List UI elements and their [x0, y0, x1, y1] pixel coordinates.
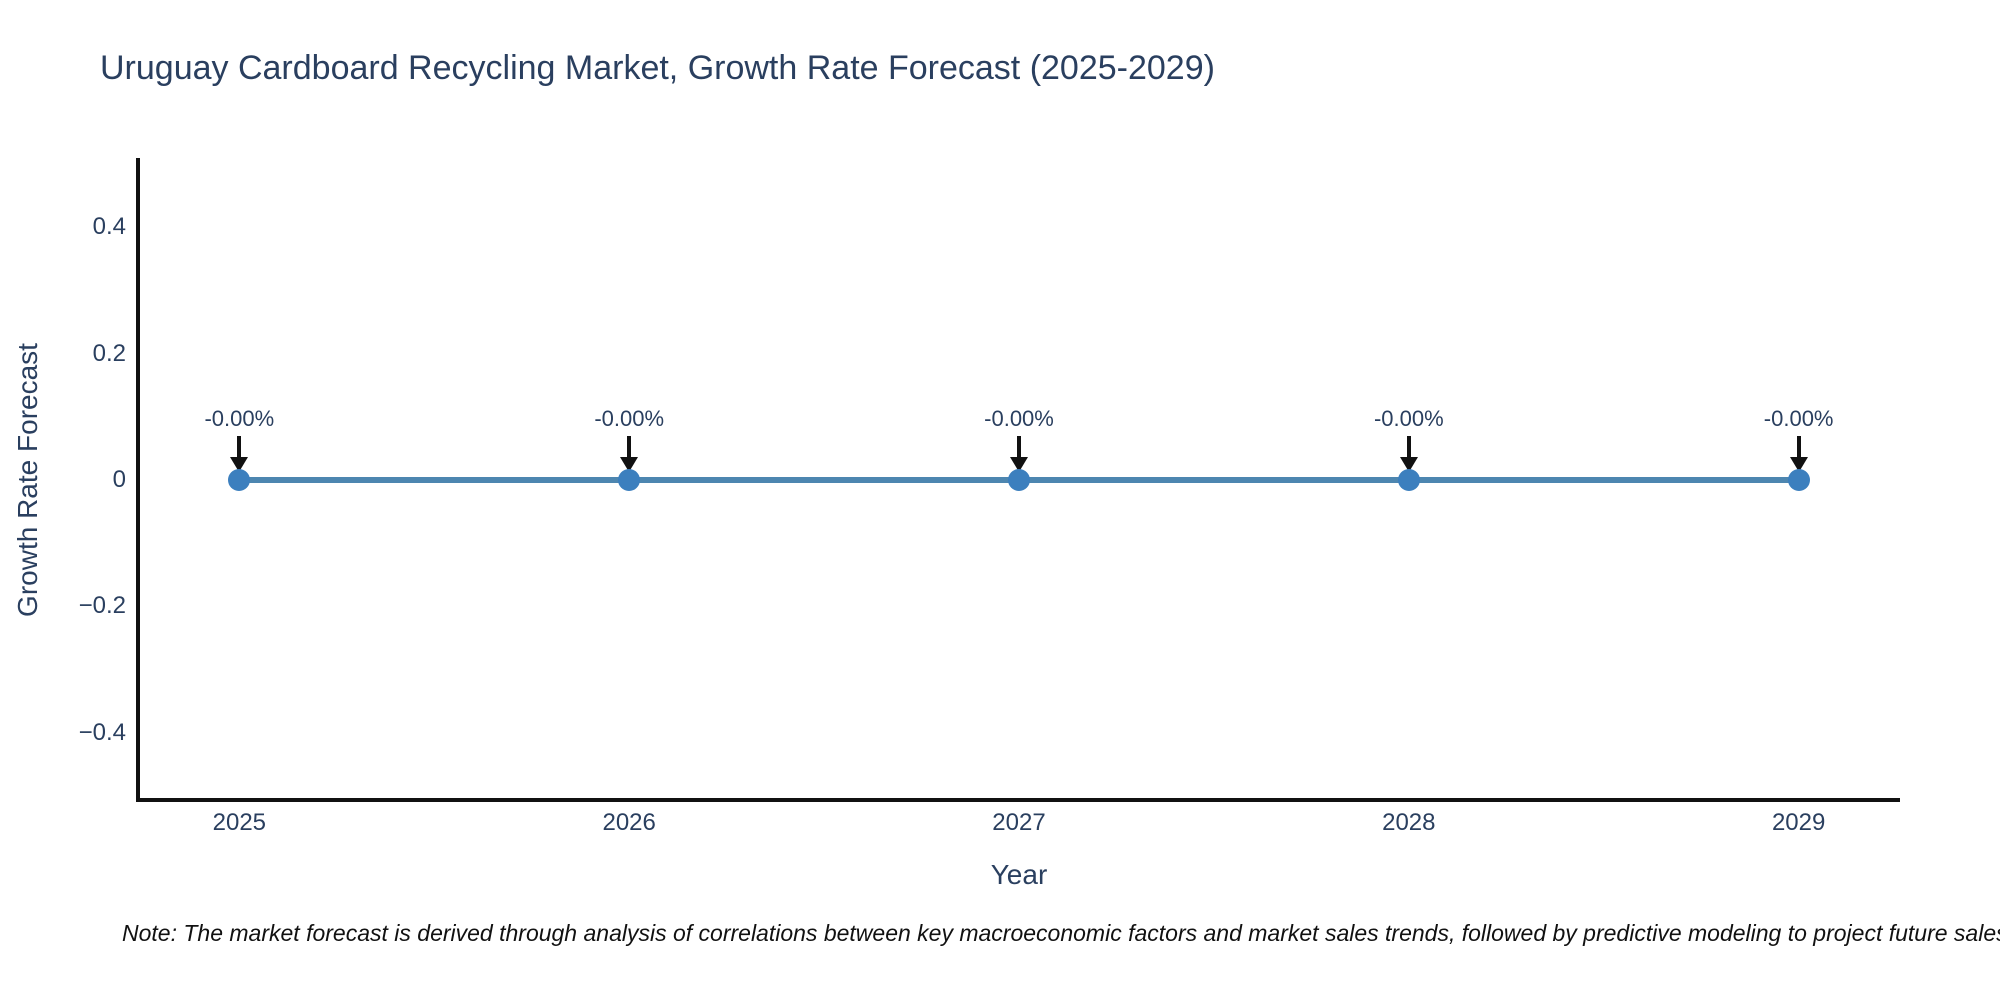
annotation-arrowhead-icon — [230, 457, 249, 472]
data-point-marker[interactable] — [1008, 469, 1030, 491]
annotation-arrow-stem — [1796, 436, 1801, 459]
x-axis-title: Year — [990, 859, 1048, 890]
x-tick-label: 2025 — [212, 809, 267, 836]
x-tick-label: 2027 — [992, 809, 1046, 836]
annotation-arrow-stem — [1406, 436, 1411, 459]
data-point-marker[interactable] — [618, 469, 641, 491]
annotation-arrowhead-icon — [1789, 457, 1808, 472]
annotation-arrowhead-icon — [1399, 457, 1418, 472]
footnote: Note: The market forecast is derived thr… — [122, 920, 2000, 946]
y-tick-label: 0 — [112, 466, 126, 493]
point-annotation-label: -0.00% — [984, 406, 1054, 431]
y-axis-line — [136, 158, 140, 802]
x-axis-line — [136, 798, 1900, 802]
y-tick-label: 0.2 — [92, 339, 126, 367]
data-point-marker[interactable] — [228, 469, 251, 491]
annotation-arrowhead-icon — [1010, 457, 1028, 472]
point-annotation-label: -0.00% — [1763, 406, 1834, 431]
point-annotation-label: -0.00% — [1373, 406, 1444, 431]
x-tick-label: 2029 — [1771, 809, 1826, 836]
y-tick-label: −0.2 — [78, 592, 126, 620]
annotation-arrow-stem — [1017, 436, 1021, 459]
annotation-arrow-stem — [237, 436, 242, 459]
x-tick-label: 2026 — [602, 809, 656, 836]
annotation-arrowhead-icon — [620, 457, 639, 472]
y-tick-label: 0.4 — [92, 213, 126, 241]
data-point-marker[interactable] — [1397, 469, 1420, 491]
annotation-arrow-stem — [627, 436, 632, 459]
point-annotation-label: -0.00% — [594, 406, 665, 431]
y-tick-label: −0.4 — [78, 718, 126, 746]
data-point-marker[interactable] — [1787, 469, 1810, 491]
point-annotation-label: -0.00% — [204, 406, 275, 431]
chart-title: Uruguay Cardboard Recycling Market, Grow… — [100, 49, 1215, 87]
x-tick-label: 2028 — [1382, 809, 1436, 836]
